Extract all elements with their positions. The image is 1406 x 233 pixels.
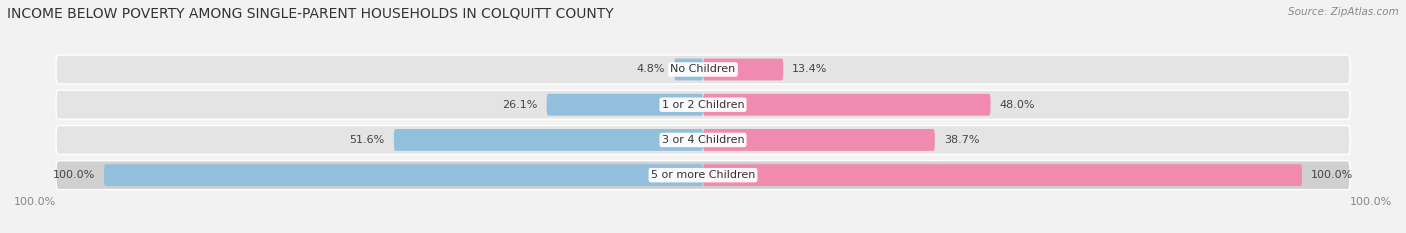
FancyBboxPatch shape	[703, 164, 1302, 186]
FancyBboxPatch shape	[703, 58, 783, 80]
Text: 4.8%: 4.8%	[637, 65, 665, 75]
FancyBboxPatch shape	[675, 58, 703, 80]
Text: 13.4%: 13.4%	[792, 65, 828, 75]
Text: 48.0%: 48.0%	[1000, 100, 1035, 110]
FancyBboxPatch shape	[394, 129, 703, 151]
FancyBboxPatch shape	[56, 161, 1350, 190]
Text: 100.0%: 100.0%	[14, 197, 56, 207]
Text: 100.0%: 100.0%	[52, 170, 96, 180]
Text: 38.7%: 38.7%	[943, 135, 980, 145]
Text: 26.1%: 26.1%	[502, 100, 537, 110]
FancyBboxPatch shape	[56, 55, 1350, 84]
Text: 51.6%: 51.6%	[350, 135, 385, 145]
FancyBboxPatch shape	[703, 94, 991, 116]
Text: 100.0%: 100.0%	[1350, 197, 1392, 207]
FancyBboxPatch shape	[56, 126, 1350, 154]
Text: 100.0%: 100.0%	[1310, 170, 1354, 180]
FancyBboxPatch shape	[104, 164, 703, 186]
FancyBboxPatch shape	[547, 94, 703, 116]
Text: No Children: No Children	[671, 65, 735, 75]
Text: 5 or more Children: 5 or more Children	[651, 170, 755, 180]
Text: Source: ZipAtlas.com: Source: ZipAtlas.com	[1288, 7, 1399, 17]
FancyBboxPatch shape	[703, 129, 935, 151]
Text: INCOME BELOW POVERTY AMONG SINGLE-PARENT HOUSEHOLDS IN COLQUITT COUNTY: INCOME BELOW POVERTY AMONG SINGLE-PARENT…	[7, 7, 613, 21]
FancyBboxPatch shape	[56, 90, 1350, 119]
Text: 1 or 2 Children: 1 or 2 Children	[662, 100, 744, 110]
Text: 3 or 4 Children: 3 or 4 Children	[662, 135, 744, 145]
